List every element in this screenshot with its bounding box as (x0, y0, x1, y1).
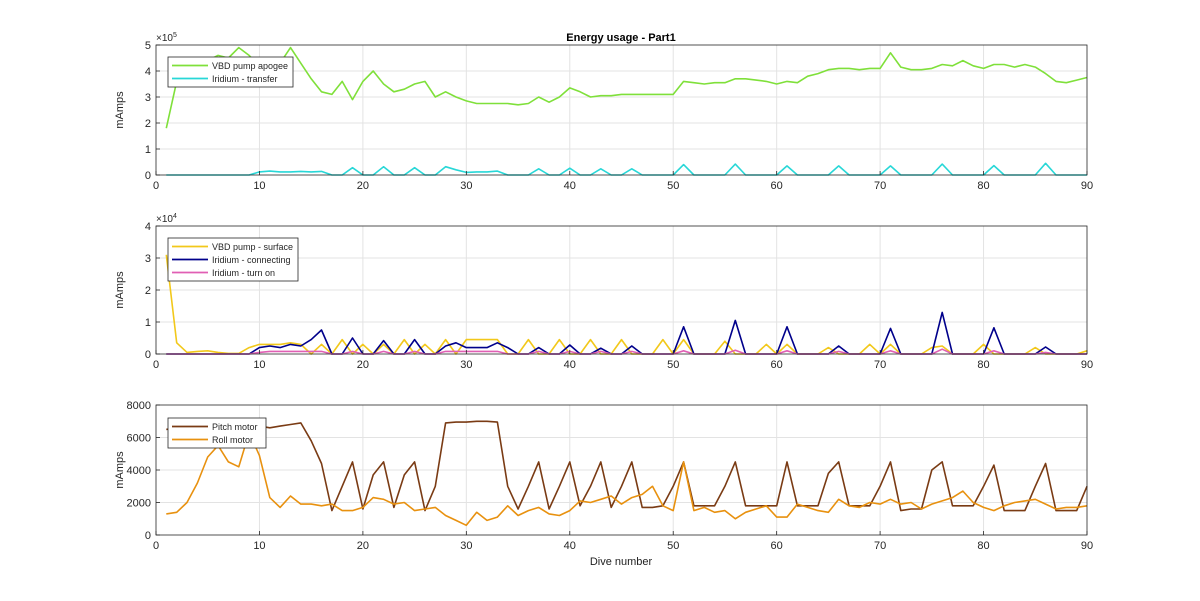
x-tick-label: 50 (667, 180, 679, 192)
y-tick-label: 8000 (127, 400, 151, 412)
axes-box (155, 44, 1088, 176)
x-tick-label: 10 (253, 180, 265, 192)
x-tick-label: 90 (1081, 359, 1093, 371)
legend-box (167, 417, 267, 449)
legend-label-1: Pitch motor (212, 422, 258, 432)
series-line-1 (165, 46, 1088, 129)
x-tick-label: 30 (460, 180, 472, 192)
y-tick-label: 1 (145, 317, 151, 329)
x-tick-label: 40 (564, 359, 576, 371)
figure-xlabel: Dive number (590, 556, 653, 568)
y-tick-label: 3 (145, 92, 151, 104)
x-tick-label: 60 (771, 180, 783, 192)
x-tick-label: 30 (460, 540, 472, 552)
y-exponent-power: 5 (173, 32, 177, 39)
x-tick-label: 40 (564, 180, 576, 192)
x-tick-label: 80 (977, 180, 989, 192)
x-tick-label: 0 (153, 540, 159, 552)
y-tick-label: 2000 (127, 498, 151, 510)
y-axis-label: mAmps (114, 91, 126, 129)
x-tick-label: 70 (874, 359, 886, 371)
y-tick-label: 4 (145, 66, 151, 78)
x-tick-label: 0 (153, 359, 159, 371)
x-tick-label: 0 (153, 180, 159, 192)
x-tick-label: 60 (771, 540, 783, 552)
x-tick-label: 10 (253, 540, 265, 552)
y-tick-label: 3 (145, 253, 151, 265)
subplot-2: 0 10 20 30 40 50 60 70 80 90 0 1 2 3 4 mAmps ×104 VBD pum… (114, 213, 1093, 371)
y-tick-label: 2 (145, 285, 151, 297)
y-tick-label: 5 (145, 40, 151, 52)
legend-label-2: Iridium - transfer (212, 74, 278, 84)
y-exponent-label: ×105 (156, 32, 177, 44)
legend-label-2: Roll motor (212, 435, 253, 445)
x-tick-label: 90 (1081, 540, 1093, 552)
legend: Pitch motor Roll motor (167, 417, 267, 449)
x-tick-label: 20 (357, 180, 369, 192)
legend-label-1: VBD pump apogee (212, 61, 288, 71)
legend-label-2: Iridium - connecting (212, 255, 291, 265)
legend: VBD pump - surface Iridium - connecting Ir… (167, 237, 299, 282)
legend-label-1: VBD pump - surface (212, 242, 293, 252)
plot-area (156, 45, 1087, 175)
x-tick-label: 20 (357, 359, 369, 371)
y-axis-label: mAmps (114, 271, 126, 309)
x-tick-label: 50 (667, 540, 679, 552)
y-tick-label: 0 (145, 349, 151, 361)
y-axis-label: mAmps (114, 451, 126, 489)
x-tick-label: 80 (977, 359, 989, 371)
x-tick-label: 70 (874, 180, 886, 192)
series-line-1 (166, 420, 1088, 512)
y-tick-label: 4 (145, 221, 151, 233)
legend-box (167, 56, 294, 88)
series-line-2 (166, 431, 1088, 527)
x-tick-label: 20 (357, 540, 369, 552)
y-exponent-label: ×104 (156, 213, 177, 225)
y-tick-label: 0 (145, 530, 151, 542)
y-tick-label: 0 (145, 170, 151, 182)
x-tick-label: 90 (1081, 180, 1093, 192)
figure-title: Energy usage - Part1 (566, 32, 675, 44)
subplot-1: 0 10 20 30 40 50 60 70 80 90 0 1 2 3 4 5 mAmps ×105 VBD pu… (114, 32, 1093, 192)
y-tick-label: 1 (145, 144, 151, 156)
legend-label-3: Iridium - turn on (212, 268, 275, 278)
x-tick-label: 50 (667, 359, 679, 371)
x-tick-label: 70 (874, 540, 886, 552)
y-tick-label: 6000 (127, 433, 151, 445)
x-tick-label: 80 (977, 540, 989, 552)
y-tick-label: 4000 (127, 465, 151, 477)
x-tick-label: 60 (771, 359, 783, 371)
subplot-3: 0 10 20 30 40 50 60 70 80 90 0 2000 4000 6000 8000 mAmp… (114, 400, 1093, 552)
x-tick-label: 30 (460, 359, 472, 371)
y-exponent-power: 4 (173, 213, 177, 220)
y-tick-label: 2 (145, 118, 151, 130)
legend: VBD pump apogee Iridium - transfer (167, 56, 294, 88)
x-tick-label: 40 (564, 540, 576, 552)
x-tick-label: 10 (253, 359, 265, 371)
